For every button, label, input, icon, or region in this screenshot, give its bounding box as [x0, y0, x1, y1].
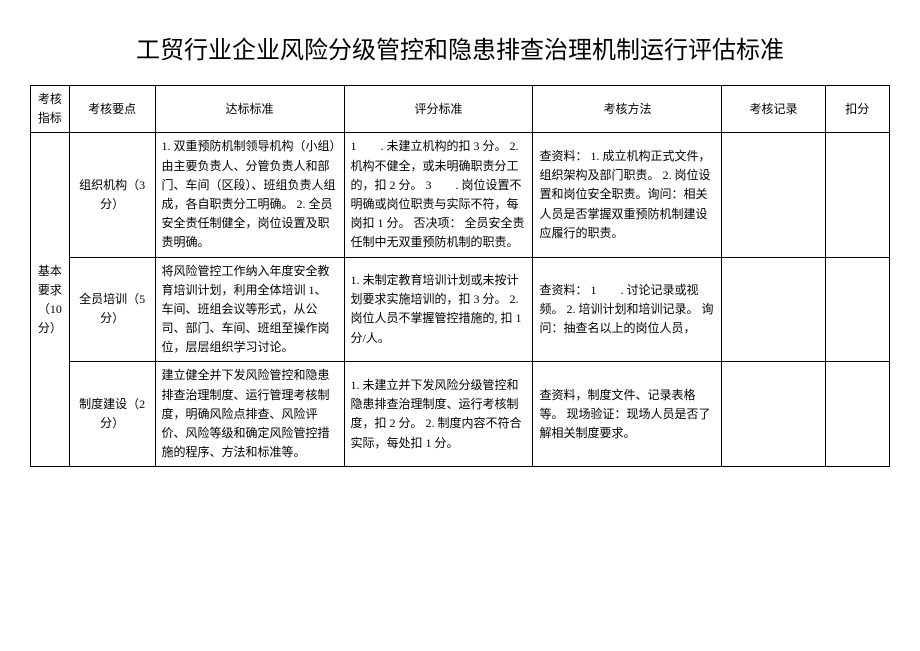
cell-record — [722, 362, 825, 467]
cell-deduct — [825, 257, 889, 362]
cell-scoring: 1. 未制定教育培训计划或未按计划要求实施培训的，扣 3 分。 2. 岗位人员不… — [344, 257, 533, 362]
cell-record — [722, 257, 825, 362]
header-point: 考核要点 — [69, 86, 155, 133]
table-row: 基本要求（10分） 组织机构（3分） 1. 双重预防机制领导机构（小组）由主要负… — [31, 133, 890, 257]
cell-standard: 建立健全并下发风险管控和隐患排查治理制度、运行管理考核制度，明确风险点排查、风险… — [155, 362, 344, 467]
cell-deduct — [825, 362, 889, 467]
table-row: 全员培训（5分） 将风险管控工作纳入年度安全教育培训计划，利用全体培训 1、车间… — [31, 257, 890, 362]
cell-point: 全员培训（5分） — [69, 257, 155, 362]
cell-method: 查资料： 1 . 讨论记录或视频。 2. 培训计划和培训记录。 询问：抽查名以上… — [533, 257, 722, 362]
cell-method: 查资料，制度文件、记录表格等。 现场验证：现场人员是否了解相关制度要求。 — [533, 362, 722, 467]
cell-record — [722, 133, 825, 257]
header-indicator: 考核指标 — [31, 86, 70, 133]
cell-point: 制度建设（2分） — [69, 362, 155, 467]
cell-indicator-group: 基本要求（10分） — [31, 133, 70, 467]
cell-standard: 1. 双重预防机制领导机构（小组）由主要负责人、分管负责人和部门、车间（区段）、… — [155, 133, 344, 257]
table-header-row: 考核指标 考核要点 达标标准 评分标准 考核方法 考核记录 扣分 — [31, 86, 890, 133]
header-standard: 达标标准 — [155, 86, 344, 133]
cell-deduct — [825, 133, 889, 257]
cell-point: 组织机构（3分） — [69, 133, 155, 257]
header-method: 考核方法 — [533, 86, 722, 133]
document-title: 工贸行业企业风险分级管控和隐患排查治理机制运行评估标准 — [30, 30, 890, 65]
cell-scoring: 1 . 未建立机构的扣 3 分。 2. 机构不健全，或未明确职责分工的，扣 2 … — [344, 133, 533, 257]
cell-scoring: 1. 未建立并下发风险分级管控和隐患排查治理制度、运行考核制度，扣 2 分。 2… — [344, 362, 533, 467]
cell-standard: 将风险管控工作纳入年度安全教育培训计划，利用全体培训 1、车间、班组会议等形式，… — [155, 257, 344, 362]
table-row: 制度建设（2分） 建立健全并下发风险管控和隐患排查治理制度、运行管理考核制度，明… — [31, 362, 890, 467]
cell-method: 查资料： 1. 成立机构正式文件，组织架构及部门职责。 2. 岗位设置和岗位安全… — [533, 133, 722, 257]
header-deduct: 扣分 — [825, 86, 889, 133]
header-scoring: 评分标准 — [344, 86, 533, 133]
header-record: 考核记录 — [722, 86, 825, 133]
evaluation-table: 考核指标 考核要点 达标标准 评分标准 考核方法 考核记录 扣分 基本要求（10… — [30, 85, 890, 467]
